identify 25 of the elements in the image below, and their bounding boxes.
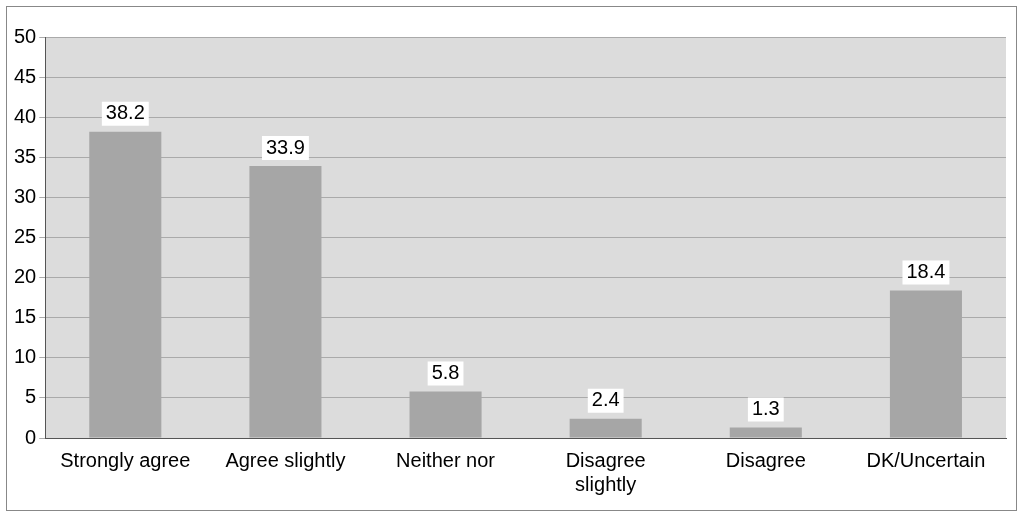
y-tick-label: 25 [14,225,37,248]
bar [729,427,802,438]
y-tick-label: 0 [25,425,37,448]
x-tick-label: Neither nor [396,448,496,471]
data-label: 38.2 [105,101,145,124]
data-label: 2.4 [591,388,620,411]
data-label: 1.3 [751,397,780,420]
data-label: 5.8 [431,361,460,383]
bar [569,418,642,438]
x-tick-label: Disagree slightly [565,448,646,495]
y-tick-label: 15 [14,305,37,328]
x-tick-label: DK/Uncertain [866,448,986,471]
x-tick-label: Strongly agree [60,448,191,471]
y-tick-label: 30 [14,184,37,207]
x-tick-label: Disagree [725,448,806,471]
y-tick-label: 10 [14,345,37,368]
y-tick-label: 20 [14,265,37,288]
y-tick-label: 35 [14,144,37,167]
data-label: 33.9 [265,135,305,158]
y-tick-label: 45 [14,64,37,87]
x-tick-label: Agree slightly [225,448,346,471]
y-tick-label: 40 [14,104,37,127]
y-tick-label: 50 [14,24,37,47]
data-label: 18.4 [906,259,946,282]
y-tick-label: 5 [25,385,37,408]
